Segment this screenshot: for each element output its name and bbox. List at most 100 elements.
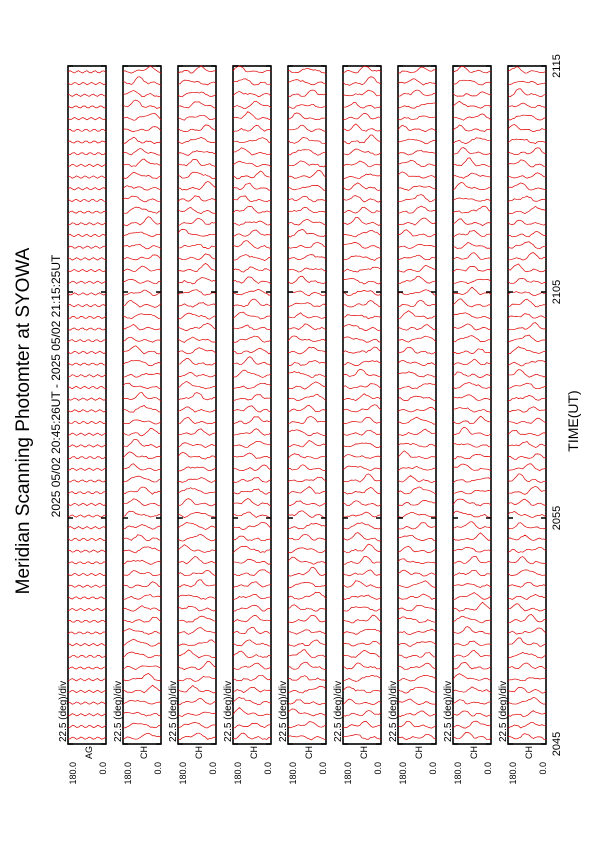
x-axis-label: TIME(UT)	[565, 390, 581, 451]
scan-trace	[177, 358, 217, 366]
scan-trace	[177, 263, 217, 272]
scan-trace	[67, 526, 107, 530]
scale-label: 22.5 (deg)/div	[113, 681, 124, 742]
scan-trace	[342, 278, 382, 285]
scan-trace	[397, 593, 437, 600]
scan-trace	[177, 684, 217, 694]
scan-trace	[397, 475, 437, 483]
scan-trace	[397, 616, 437, 623]
panel-4: 180.0 0.0 CH 22.5 (deg)/div	[223, 65, 273, 785]
scan-trace	[67, 584, 107, 588]
scan-trace	[232, 488, 272, 495]
scan-trace	[177, 627, 217, 635]
panel-frame	[122, 65, 162, 745]
scan-trace	[507, 298, 547, 308]
scan-trace	[177, 639, 217, 647]
scan-trace	[177, 452, 217, 460]
scan-trace	[507, 710, 547, 717]
chart-title: Meridian Scanning Photomter at SYOWA	[13, 247, 34, 594]
scan-trace	[122, 265, 162, 273]
scan-trace	[122, 570, 162, 576]
scan-trace	[177, 569, 217, 577]
scan-trace	[452, 298, 492, 308]
scan-trace	[287, 103, 327, 109]
scan-trace	[507, 696, 547, 705]
y-tick-label: 180.0	[233, 762, 243, 785]
scan-trace	[287, 302, 327, 308]
scan-trace	[342, 230, 382, 238]
scan-trace	[452, 710, 492, 717]
panel-frame	[287, 65, 327, 745]
scan-trace	[452, 453, 492, 460]
scan-trace	[287, 556, 327, 565]
scan-trace	[342, 360, 382, 367]
scan-trace	[342, 465, 382, 472]
scan-trace	[177, 159, 217, 168]
scan-trace	[342, 255, 382, 261]
scan-trace	[67, 187, 107, 191]
scan-trace	[67, 432, 107, 436]
scan-trace	[507, 511, 547, 518]
scan-trace	[287, 523, 327, 530]
scan-trace	[342, 487, 382, 495]
scan-trace	[122, 594, 162, 600]
scan-trace	[177, 466, 217, 472]
scan-trace	[507, 441, 547, 448]
y-tick-label: 180.0	[68, 762, 78, 785]
scan-trace	[177, 544, 217, 553]
scan-trace	[177, 442, 217, 449]
scan-trace	[177, 579, 217, 588]
scale-label: 22.5 (deg)/div	[223, 681, 234, 742]
scan-trace	[452, 546, 492, 553]
scan-trace	[452, 348, 492, 355]
scan-trace	[177, 206, 217, 214]
scan-trace	[397, 102, 437, 109]
scan-trace	[287, 708, 327, 717]
scan-trace	[232, 722, 272, 729]
scan-trace	[452, 205, 492, 214]
scan-trace	[397, 486, 437, 495]
scan-trace	[232, 382, 272, 390]
scan-trace	[122, 405, 162, 413]
scan-trace	[232, 229, 272, 238]
scan-trace	[507, 219, 547, 226]
panel-frame	[397, 65, 437, 745]
scan-trace	[452, 489, 492, 495]
scan-trace	[232, 604, 272, 612]
scan-trace	[122, 463, 162, 471]
scan-trace	[342, 216, 382, 226]
scan-trace	[232, 170, 272, 180]
scan-trace	[67, 222, 107, 226]
panel-9: 180.0 0.0 CH 22.5 (deg)/div	[498, 65, 548, 785]
scan-trace	[397, 371, 437, 378]
scale-label: 22.5 (deg)/div	[58, 681, 69, 742]
scan-trace	[452, 532, 492, 541]
scan-trace	[177, 477, 217, 483]
scan-trace	[177, 124, 217, 132]
y-tick-label: 180.0	[508, 762, 518, 785]
scan-trace	[507, 498, 547, 506]
scan-trace	[67, 678, 107, 682]
scan-trace	[67, 479, 107, 483]
scan-trace	[507, 613, 547, 624]
scan-trace	[287, 500, 327, 507]
scan-trace	[122, 559, 162, 565]
y-tick-label: 180.0	[343, 762, 353, 785]
scan-trace	[232, 662, 272, 670]
scan-trace	[397, 662, 437, 670]
scale-label: 22.5 (deg)/div	[443, 681, 454, 742]
scan-trace	[177, 406, 217, 413]
scan-trace	[342, 148, 382, 156]
scan-trace	[397, 450, 437, 459]
scan-trace	[67, 339, 107, 343]
scan-trace	[287, 195, 327, 203]
scan-trace	[507, 313, 547, 319]
scan-trace	[507, 594, 547, 600]
scan-trace	[342, 569, 382, 577]
scan-trace	[507, 369, 547, 378]
scan-trace	[232, 111, 272, 121]
scan-trace	[232, 416, 272, 425]
scan-trace	[287, 486, 327, 495]
scan-trace	[507, 66, 547, 74]
